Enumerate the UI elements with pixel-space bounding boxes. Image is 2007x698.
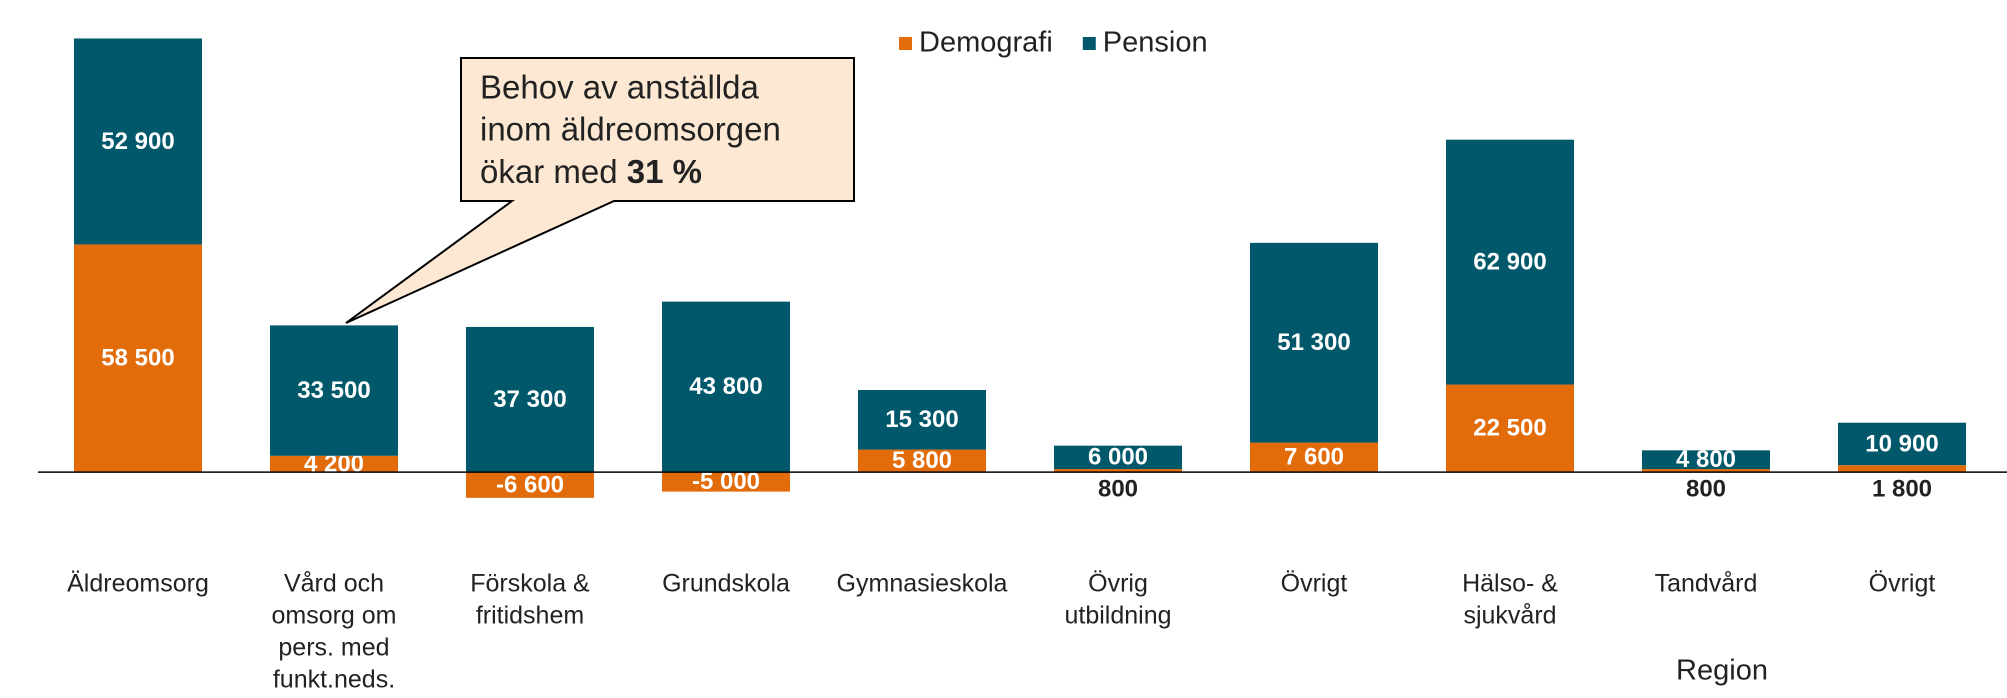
bar-segment [466,472,594,498]
bar-segment [1446,384,1574,473]
bar-segment [1250,242,1378,443]
bar-segment [1054,469,1182,473]
bar-segment [1838,422,1966,466]
legend-swatch [899,37,912,50]
callout-line: inom äldreomsorgen [480,111,781,148]
legend-label: Pension [1103,27,1208,59]
x-tick-label: omsorg om [271,602,396,630]
callout: Behov av anställda inom äldreomsorgen ök… [345,57,855,324]
value-label: 52 900 [101,128,174,155]
callout-line: ökar med 31 % [480,153,702,190]
x-tick-label: Övrigt [1869,570,1936,598]
group-label: Region [1676,655,1768,687]
bar-segment [466,326,594,473]
x-tick-label: Övrigt [1281,570,1348,598]
x-tick-label: Hälso- & [1462,570,1558,598]
bar-segment [1054,445,1182,470]
x-tick-label: Förskola & [470,570,590,598]
bar-segment [74,38,202,245]
legend-label: Demografi [919,27,1053,59]
legend-swatch [1082,37,1096,50]
x-tick-label: sjukvård [1463,602,1556,630]
x-tick-label: pers. med [278,634,389,662]
bar-segment [1446,139,1574,385]
bar-segment [1838,465,1966,473]
x-tick-label: Vård och [284,570,384,598]
value-label: 5 800 [892,447,952,474]
x-tick-label: Övrig [1088,570,1148,598]
value-label: 51 300 [1277,329,1350,356]
bar-segment [270,325,398,456]
x-tick-label: funkt.neds. [273,666,395,694]
bar-segment [662,301,790,473]
bar-segment [1642,450,1770,470]
bar-segment [662,472,790,492]
bar-segment [74,244,202,473]
value-label: 800 [1098,475,1138,502]
value-label: 58 500 [101,345,174,372]
x-tick-label: fritidshem [476,602,584,630]
callout-bold: 31 % [627,153,702,190]
bar-segment [270,455,398,473]
callout-text: ökar med [480,153,618,190]
value-label: 10 900 [1865,430,1938,457]
bar-segment [858,390,986,450]
value-label: 4 800 [1676,446,1736,473]
bar-segment [1642,469,1770,473]
value-label: 6 000 [1088,444,1148,471]
bar-segment [858,449,986,473]
callout-box [345,57,855,324]
value-label: 43 800 [689,373,762,400]
x-tick-label: Tandvård [1655,570,1758,598]
bar-segment [1250,442,1378,473]
value-label: 15 300 [885,406,958,433]
value-label: 33 500 [297,377,370,404]
x-tick-label: Gymnasieskola [837,570,1008,598]
x-tick-label: utbildning [1064,602,1171,630]
value-label: 800 [1686,475,1726,502]
callout-line: Behov av anställda [480,69,760,106]
value-label: -6 600 [496,471,564,498]
value-label: 22 500 [1473,415,1546,442]
x-tick-label: Äldreomsorg [67,570,209,598]
value-label: 1 800 [1872,475,1932,502]
value-label: 62 900 [1473,248,1546,275]
value-label: 37 300 [493,386,566,413]
value-label: 7 600 [1284,444,1344,471]
x-tick-label: Grundskola [662,570,790,598]
